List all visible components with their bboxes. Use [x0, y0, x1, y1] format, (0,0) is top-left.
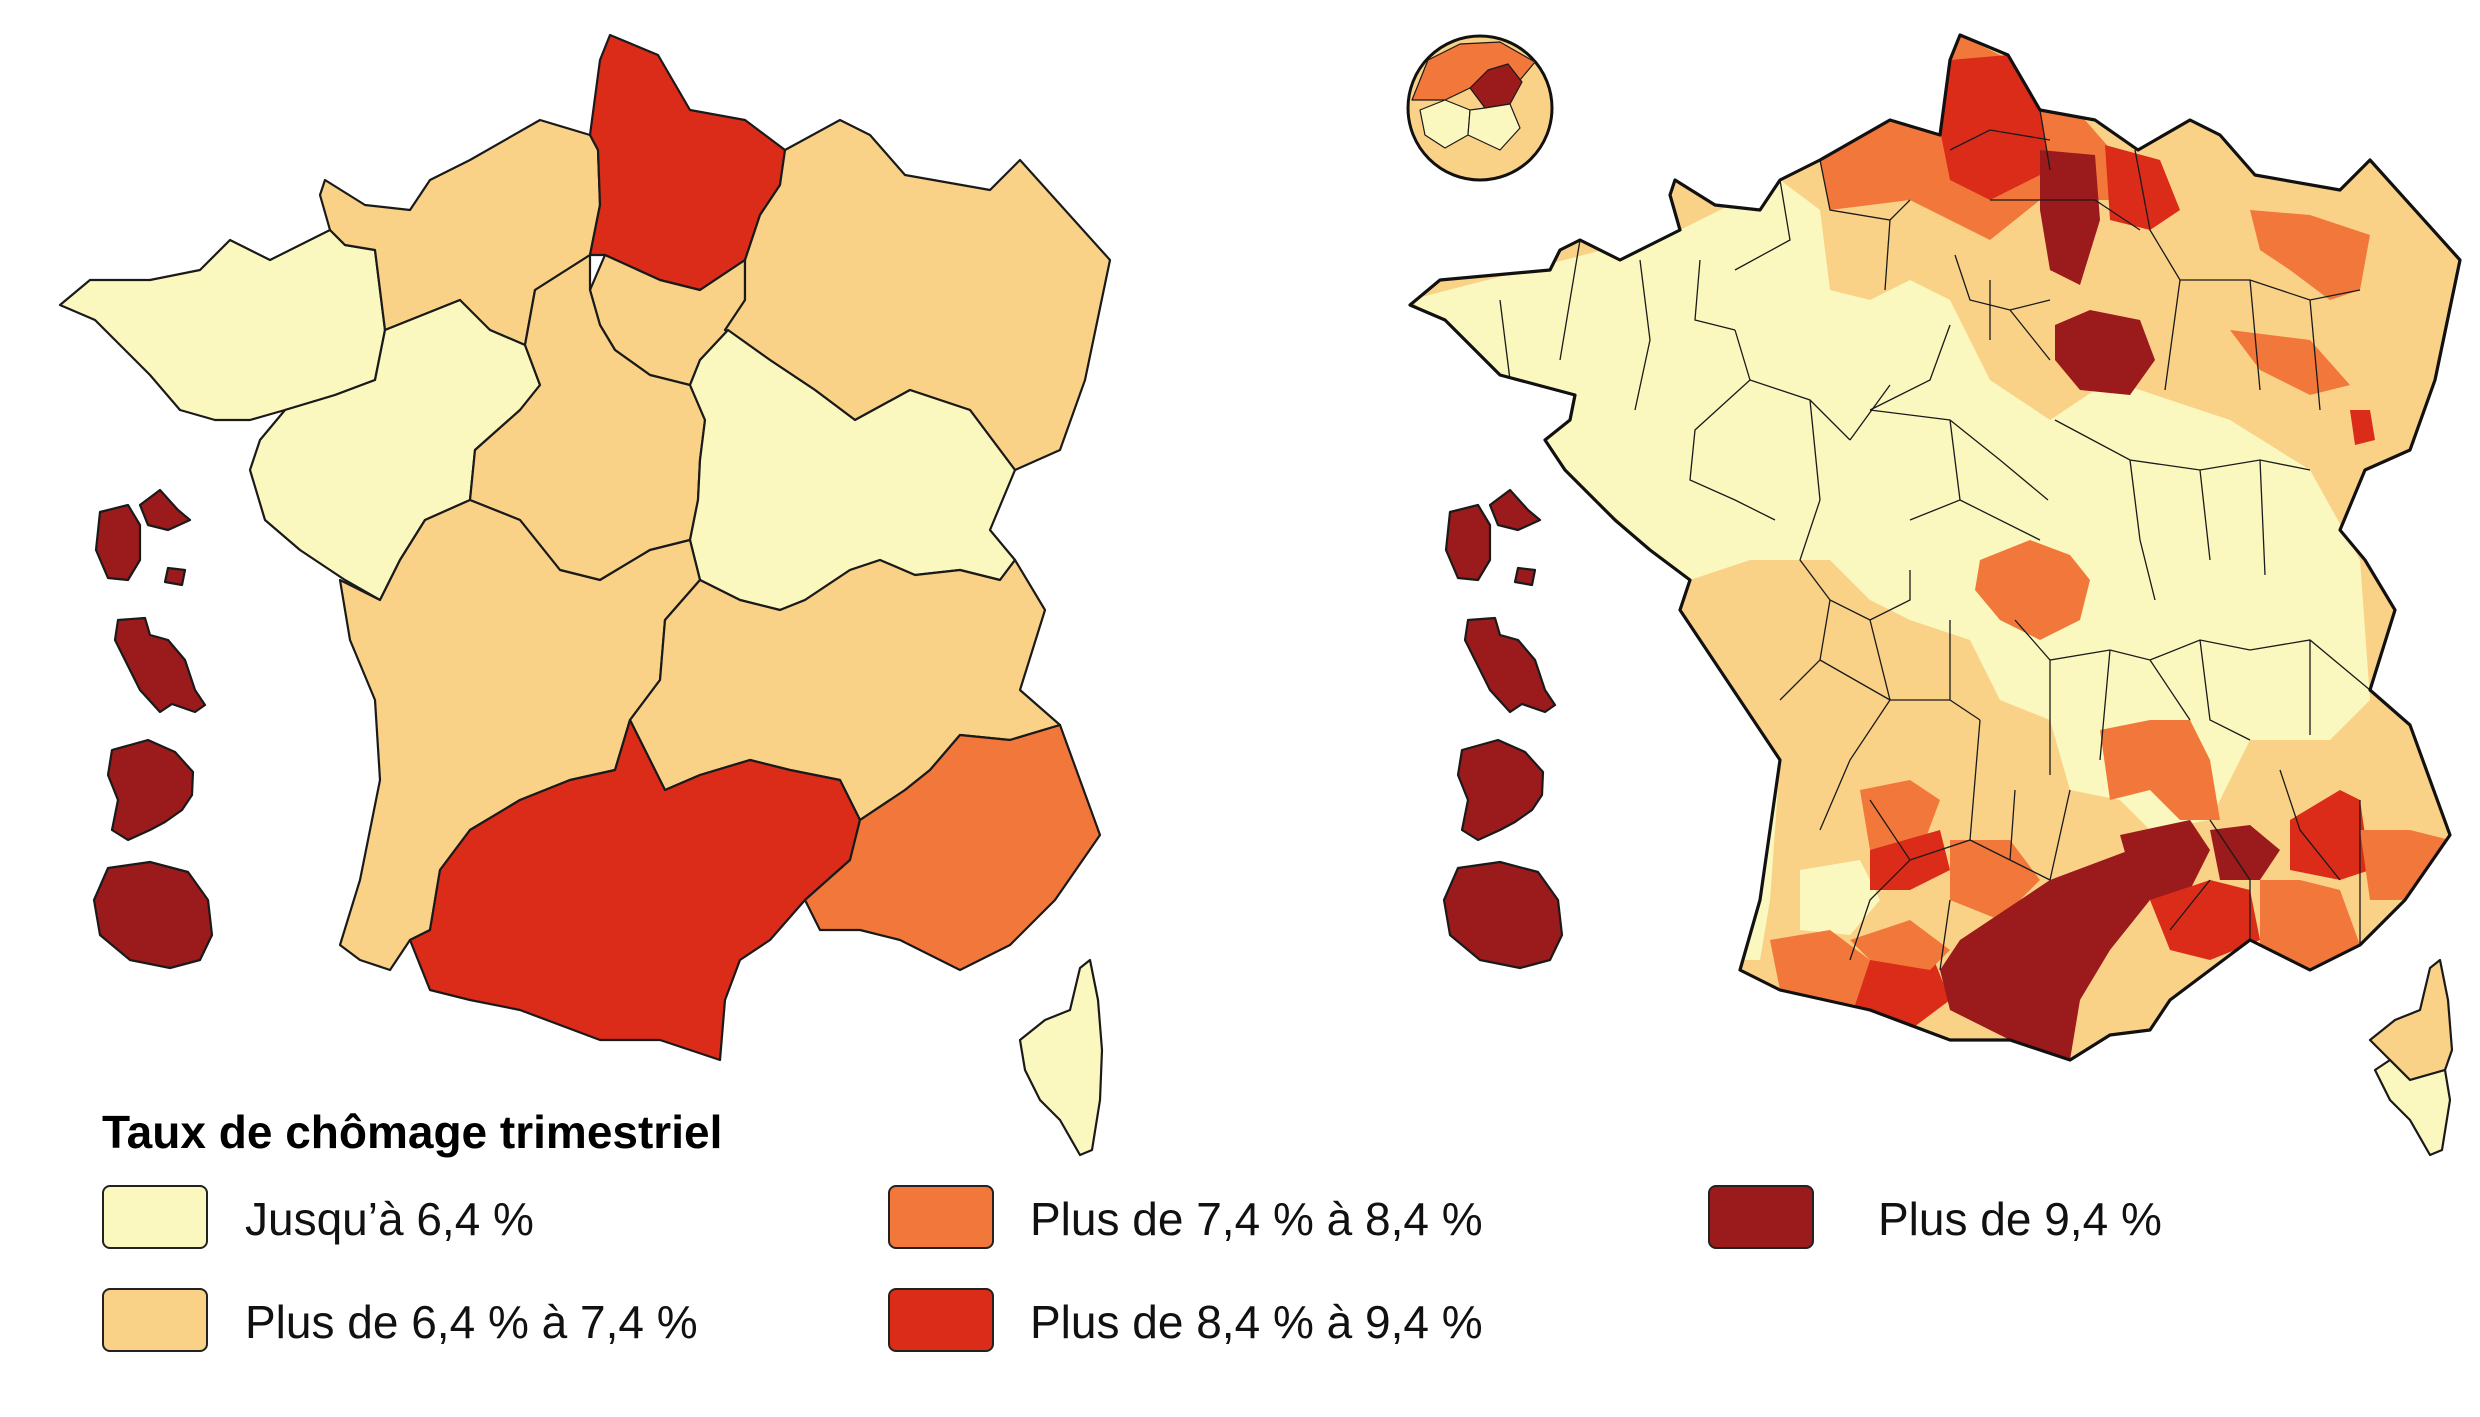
regions-map	[58, 33, 1112, 1157]
legend-title: Taux de chômage trimestriel	[102, 1106, 723, 1158]
legend-swatch-3	[888, 1185, 994, 1249]
dept-martinique	[1463, 616, 1557, 714]
department-borders	[1499, 109, 2371, 971]
departments-map	[1406, 33, 2462, 1157]
region-bretagne	[58, 228, 387, 422]
legend-label-1: Jusqu’à 6,4 %	[245, 1193, 534, 1245]
paris-inset	[1406, 34, 1554, 182]
region-corse	[1018, 958, 1104, 1157]
region-martinique	[113, 616, 207, 714]
legend-label-4: Plus de 8,4 % à 9,4 %	[1030, 1296, 1483, 1348]
legend-swatch-5	[1708, 1185, 1814, 1249]
region-guyane	[106, 738, 195, 842]
dept-corse-du-sud	[2373, 1058, 2452, 1157]
dept-haute-corse	[2368, 958, 2454, 1082]
legend-swatch-4	[888, 1288, 994, 1352]
dept-guadeloupe	[1444, 488, 1542, 587]
france-outline	[1408, 33, 2462, 1062]
legend-label-3: Plus de 7,4 % à 8,4 %	[1030, 1193, 1483, 1245]
legend-swatch-2	[102, 1288, 208, 1352]
region-reunion	[92, 860, 214, 970]
legend-swatch-1	[102, 1185, 208, 1249]
legend-label-5: Plus de 9,4 %	[1878, 1193, 2162, 1245]
region-paca	[803, 723, 1102, 972]
dept-reunion	[1442, 860, 1564, 970]
dept-guyane	[1456, 738, 1545, 842]
region-guadeloupe	[94, 488, 192, 587]
legend-label-2: Plus de 6,4 % à 7,4 %	[245, 1296, 698, 1348]
